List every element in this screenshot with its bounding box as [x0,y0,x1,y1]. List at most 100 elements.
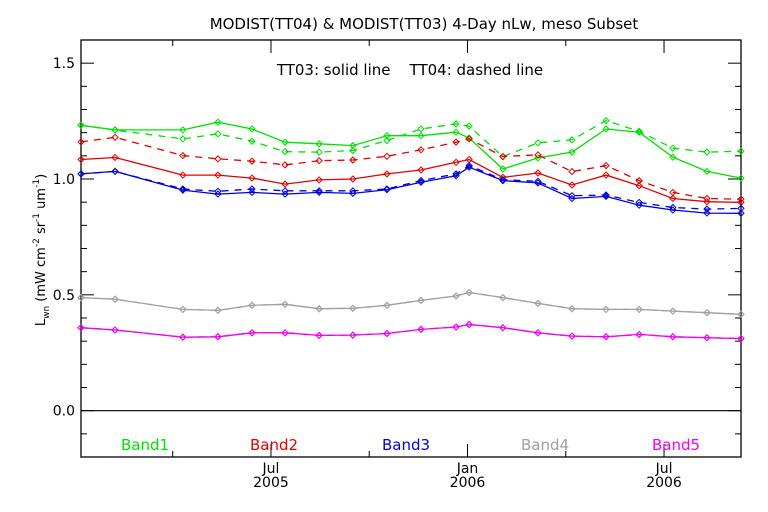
data-point-band3-tt04 [635,198,643,207]
data-point-band3-tt03 [703,209,711,217]
data-point-band4-tt04 [568,305,576,313]
data-point-band3-tt04 [452,170,460,178]
data-point-band2-tt04 [669,188,677,197]
data-point-band2-tt03 [349,175,357,183]
legend-item-band4: Band4 [521,436,569,454]
y-label-unit: um [34,188,49,213]
data-point-band5-tt04 [568,332,576,340]
data-point-band5-tt04 [737,334,745,343]
data-point-band2-tt04 [179,151,187,160]
y-label-superscript: -2 [32,238,42,247]
data-point-band2-tt04 [111,133,119,142]
data-point-band2-tt03 [281,180,289,188]
data-point-band1-tt03 [635,128,643,136]
data-point-band2-tt04 [635,176,643,185]
data-point-band4-tt04 [248,301,256,309]
data-point-band4-tt04 [669,307,677,315]
data-point-band1-tt04 [417,125,425,133]
data-point-band2-tt04 [417,146,425,154]
y-tick-label: 0.5 [53,288,75,304]
data-point-band3-tt03 [214,190,222,198]
data-point-band2-tt03 [417,166,425,174]
legend-item-band3: Band3 [382,436,430,454]
x-tick-label-month: Jul [262,461,280,477]
data-point-band4-tt04 [465,288,473,297]
data-point-band1-tt04 [669,144,677,152]
data-point-band3-tt04 [281,187,289,195]
data-point-band3-tt04 [315,187,323,195]
data-point-band5-tt04 [179,333,187,341]
data-point-band1-tt03 [248,125,256,133]
y-tick-label: 0.0 [53,404,75,420]
series-line-band3-tt04 [80,164,742,210]
data-point-band3-tt04 [179,185,187,193]
data-point-band1-tt04 [349,146,357,155]
data-point-band4-tt04 [179,305,187,314]
data-point-band4-tt04 [77,293,85,302]
data-point-band3-tt03 [737,209,745,217]
data-point-band3-tt04 [703,205,711,213]
data-point-band1-tt03 [703,167,711,176]
data-point-band5-tt04 [452,323,460,331]
legend: Band1 Band2 Band3 Band4 Band5 [121,436,700,454]
data-point-band4-tt04 [452,292,460,300]
data-point-band3-tt03 [635,201,643,209]
data-point-band2-tt04 [349,156,357,164]
data-point-band3-tt04 [111,167,119,176]
data-point-band5-tt04 [111,326,119,334]
data-point-band1-tt03 [179,126,187,134]
data-point-band1-tt04 [452,120,460,128]
data-point-band4-tt04 [602,305,610,314]
data-point-band3-tt04 [669,203,677,212]
data-point-band1-tt03 [452,128,460,136]
y-label-superscript: -1 [32,213,42,222]
data-point-band1-tt03 [465,134,473,142]
data-point-band1-tt04 [465,122,473,130]
data-point-band1-tt04 [315,148,323,156]
y-label-base: L [34,318,49,326]
data-point-band3-tt04 [248,185,256,193]
data-point-band4-tt04 [315,305,323,313]
y-axis-label-text: Lwn (mW cm-2 sr-1 um-1) [32,174,52,326]
y-tick-label: 1.0 [53,172,75,188]
data-point-band1-tt03 [568,148,576,156]
data-point-band2-tt04 [77,138,85,146]
data-point-band1-tt03 [383,131,391,140]
series-group [77,116,745,343]
data-point-band1-tt04 [248,137,256,145]
series-line-band2-tt03 [80,156,742,204]
data-point-band1-tt03 [534,154,542,162]
data-point-band5-tt04 [281,329,289,337]
data-point-band4-tt04 [281,300,289,309]
data-point-band3-tt04 [534,177,542,186]
data-point-band5-tt04 [349,331,357,339]
legend-item-band5: Band5 [652,436,700,454]
data-point-band2-tt03 [669,194,677,203]
data-point-band2-tt04 [465,135,473,143]
data-point-band5-tt04 [248,329,256,337]
data-point-band5-tt04 [499,324,507,332]
data-point-band3-tt04 [499,175,507,184]
data-point-band3-tt03 [248,188,256,197]
y-tick-label: 1.5 [53,56,75,72]
y-label-subscript: wn [42,306,52,319]
data-point-band5-tt04 [315,331,323,340]
data-point-band3-tt03 [281,190,289,198]
data-point-band1-tt04 [111,126,119,134]
data-point-band2-tt04 [452,138,460,146]
data-point-band2-tt04 [568,167,576,176]
data-point-band1-tt04 [602,116,610,125]
data-point-band4-tt04 [214,306,222,315]
data-point-band2-tt03 [77,155,85,164]
data-point-band2-tt03 [111,153,119,162]
y-label-superscript: -1 [32,179,42,188]
data-point-band4-tt04 [737,310,745,319]
data-point-band1-tt04 [214,130,222,138]
data-point-band5-tt04 [602,333,610,341]
data-point-band1-tt04 [179,135,187,143]
series-line-band5-tt04 [80,323,742,340]
data-point-band2-tt04 [499,152,507,161]
data-point-band4-tt04 [349,304,357,312]
y-label-unit: (mW cm [34,247,49,306]
